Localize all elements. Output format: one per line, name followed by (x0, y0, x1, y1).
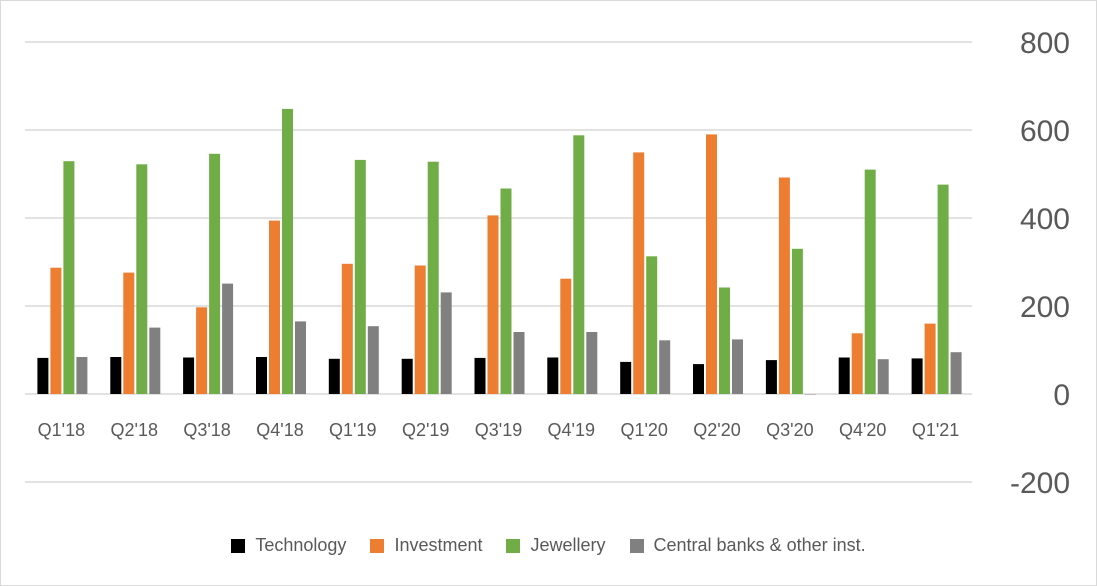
x-tick-label: Q3'18 (183, 420, 230, 440)
bar-jewellery (646, 256, 658, 394)
bar-jewellery (937, 184, 949, 394)
legend-item: Central banks & other inst. (629, 535, 866, 556)
bar-investment (487, 215, 499, 394)
bar-technology (838, 357, 850, 394)
bar-jewellery (719, 287, 730, 394)
legend-swatch (231, 538, 246, 553)
legend: Technology Investment Jewellery Central ban… (0, 535, 1097, 556)
bar-investment (341, 263, 353, 394)
bar-technology (765, 360, 777, 394)
bar-technology (620, 361, 632, 394)
bar-jewellery (864, 169, 876, 394)
bar-central-banks-other-inst (295, 321, 306, 394)
y-tick-label: 800 (1020, 27, 1070, 60)
legend-item: Investment (370, 535, 482, 556)
x-tick-label: Q4'19 (548, 420, 595, 440)
bar-central-banks-other-inst (659, 340, 671, 394)
x-tick-label: Q2'18 (111, 420, 158, 440)
bar-central-banks-other-inst (513, 332, 525, 394)
bar-jewellery (573, 135, 585, 395)
bar-technology (328, 358, 340, 394)
x-tick-label: Q1'19 (329, 420, 376, 440)
bar-central-banks-other-inst (367, 326, 379, 394)
bar-investment (50, 267, 62, 394)
x-tick-label: Q4'20 (839, 420, 886, 440)
bar-central-banks-other-inst (950, 352, 962, 394)
bar-technology (911, 358, 923, 394)
y-axis-labels: 800 600 400 200 0 -200 (1010, 27, 1070, 500)
x-tick-label: Q1'21 (912, 420, 959, 440)
legend-label: Central banks & other inst. (653, 535, 866, 555)
bar-investment (778, 177, 790, 394)
x-axis-labels: Q1'18 Q2'18 Q3'18 Q4'18 Q1'19 Q2'19 Q3'19 Q4'19… (38, 420, 960, 440)
x-tick-label: Q1'18 (38, 420, 85, 440)
y-tick-label: 200 (1020, 291, 1070, 324)
bar-central-banks-other-inst (586, 332, 598, 394)
y-tick-label: 0 (1053, 379, 1070, 412)
bar-jewellery (209, 153, 221, 394)
y-tick-label: 400 (1020, 203, 1070, 236)
bar-investment (196, 307, 208, 394)
bar-investment (269, 220, 280, 394)
bar-central-banks-other-inst (877, 359, 889, 394)
bar-investment (924, 323, 936, 394)
bars (37, 108, 962, 395)
bar-central-banks-other-inst (76, 357, 88, 394)
bar-technology (547, 357, 559, 394)
bar-jewellery (282, 108, 293, 395)
bar-technology (474, 357, 486, 394)
bar-jewellery (63, 161, 75, 394)
bar-central-banks-other-inst (222, 283, 234, 394)
bar-jewellery (427, 161, 439, 394)
bar-jewellery (354, 159, 366, 394)
legend-item: Jewellery (506, 535, 606, 556)
legend-swatch (629, 538, 644, 553)
legend-label: Investment (394, 535, 483, 555)
bar-jewellery (136, 164, 148, 394)
bar-central-banks-other-inst (440, 292, 452, 394)
bar-investment (851, 333, 863, 394)
bar-investment (414, 265, 426, 394)
legend-swatch (506, 538, 521, 553)
bar-jewellery (500, 188, 512, 394)
x-tick-label: Q3'19 (475, 420, 522, 440)
bar-technology (110, 357, 122, 394)
legend-item: Technology (231, 535, 346, 556)
bar-technology (37, 357, 49, 394)
x-tick-label: Q2'19 (402, 420, 449, 440)
legend-label: Jewellery (530, 535, 606, 555)
bar-investment (706, 134, 717, 394)
x-tick-label: Q4'18 (256, 420, 303, 440)
bar-technology (256, 357, 267, 394)
bar-technology (183, 357, 195, 394)
bar-technology (401, 358, 413, 394)
legend-swatch (370, 538, 385, 553)
bar-central-banks-other-inst (149, 327, 161, 394)
y-tick-label: -200 (1010, 467, 1070, 500)
x-tick-label: Q3'20 (766, 420, 813, 440)
bar-central-banks-other-inst (732, 339, 743, 394)
x-tick-label: Q1'20 (620, 420, 667, 440)
y-tick-label: 600 (1020, 115, 1070, 148)
bar-investment (633, 152, 645, 394)
x-tick-label: Q2'20 (693, 420, 740, 440)
bar-investment (123, 272, 135, 394)
bar-technology (693, 364, 704, 394)
legend-label: Technology (255, 535, 347, 555)
bar-investment (560, 278, 572, 394)
bar-jewellery (791, 248, 803, 394)
